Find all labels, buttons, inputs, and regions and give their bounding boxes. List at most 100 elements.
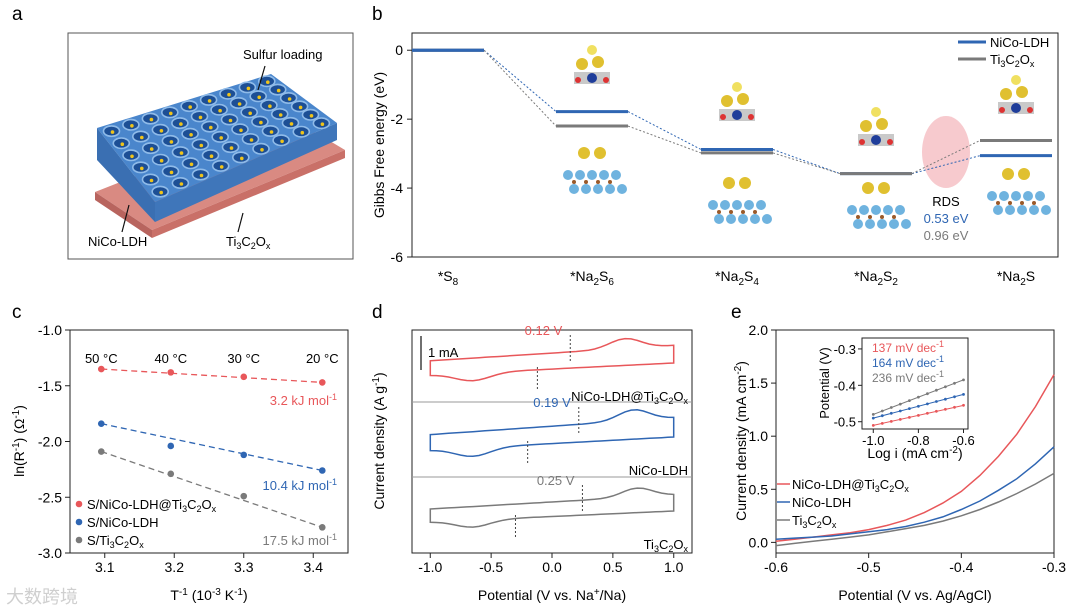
e-inset-xtick-label-0: -1.0 [862, 433, 884, 448]
d-cv-curve-0 [429, 337, 675, 382]
e-inset-xtick-label-2: -0.6 [952, 433, 974, 448]
b-connector-0-2 [772, 149, 841, 175]
b-ytick-label-3: -6 [391, 249, 404, 265]
e-inset-fit-2 [873, 379, 964, 415]
mol-ti-atom-0-1 [999, 191, 1009, 201]
ldh-network-front [155, 123, 337, 222]
mol-ti-atom-1-4 [1041, 205, 1051, 215]
mol-o-atom-b [603, 77, 609, 83]
b-molecule-2 [719, 82, 755, 121]
e-ytick-label-2: 1.0 [749, 428, 769, 444]
sulfur-particle-2 [130, 154, 134, 159]
sulfur-particle-40 [269, 130, 274, 134]
mol-ti-atom-1-0 [993, 205, 1003, 215]
panel-d-cv-chart: -1.0 -0.5 0.0 0.5 1.0 Potential (V vs. Na+/Na… [371, 323, 693, 603]
sulfur-particle-34 [249, 138, 254, 142]
b-category-label-3: *Na2S2 [854, 268, 898, 288]
mol-c-atom-3 [753, 210, 757, 214]
mol-ti-atom-0-3 [1023, 191, 1033, 201]
sulfur-particle-19 [179, 122, 183, 126]
mol-ti-atom-0-1 [720, 200, 730, 210]
sulfur-particle-6 [130, 124, 134, 128]
c-ytick-label-4: -3.0 [38, 545, 62, 561]
e-xtick-label-0: -0.6 [764, 559, 788, 575]
d-gap-label-1: 0.19 V [533, 395, 571, 410]
c-legend-marker-1 [75, 518, 83, 526]
mol-c-atom-2 [880, 215, 884, 219]
b-connector-1-0 [483, 49, 557, 127]
c-legend-label-2: S/Ti3C2Ox [87, 533, 144, 550]
c-point-2-2 [240, 492, 248, 500]
mol-ti-atom-0-3 [883, 205, 893, 215]
c-point-1-3 [318, 467, 326, 474]
sulfur-particle-11 [179, 182, 184, 186]
b-ytick-label-0: 0 [395, 42, 403, 58]
c-temperature-label-3: 20 °C [306, 351, 339, 366]
d-curve-label-0: NiCo-LDH@Ti3C2Ox [571, 389, 688, 406]
panel-e-plot-frame [775, 329, 1055, 554]
sulfur-particle-3 [140, 166, 144, 171]
sulfur-particle-26 [209, 125, 213, 130]
sulfur-particle-17 [199, 173, 204, 178]
mol-ti-atom-0-2 [587, 170, 597, 180]
panel-label-b: b [372, 4, 383, 25]
mxene-substrate-edge [95, 192, 152, 238]
sulfur-loading-label: Sulfur loading [243, 47, 323, 62]
sulfur-particle-31 [218, 108, 222, 113]
sulfur-particle-16 [189, 162, 194, 167]
mol-s-atom-b [878, 182, 890, 194]
d-curve-label-2: Ti3C2Ox [644, 537, 689, 554]
panel-label-e: e [731, 302, 742, 323]
mol-ti-atom-1-3 [889, 219, 899, 229]
ldh-network-side [97, 128, 155, 222]
c-xtick-label-0: 3.1 [95, 559, 115, 575]
c-point-0-2 [240, 373, 248, 381]
mol-ti-atom-1-4 [617, 184, 627, 194]
mol-c-atom-2 [741, 210, 745, 214]
mol-o-atom-a [999, 107, 1005, 113]
sulfur-particle-41 [280, 139, 284, 144]
c-point-1-0 [97, 420, 105, 427]
sulfur-particle-51 [298, 105, 303, 110]
mxene-pointer-line [237, 212, 244, 233]
sulfur-particle-37 [237, 102, 242, 106]
d-y-axis-label: Current density (A g-1) [371, 372, 387, 509]
b-molecule-3 [708, 177, 772, 224]
d-xtick-label-4: 1.0 [664, 559, 684, 575]
mol-ti-atom-0-4 [895, 205, 905, 215]
b-molecule-1 [563, 147, 627, 194]
c-legend-label-1: S/NiCo-LDH [87, 515, 159, 530]
mol-c-atom-2 [596, 180, 600, 184]
mol-s-atom-a [1000, 88, 1012, 100]
mol-s-atom-b [876, 118, 888, 130]
mol-s-atom-a [576, 58, 588, 70]
c-activation-label-1: 10.4 kJ mol-1 [263, 477, 338, 493]
mol-ni-atom [587, 73, 597, 83]
sulfur-particle-15 [179, 151, 184, 155]
b-rds-highlight [922, 116, 970, 188]
mol-ti-atom-0-4 [1035, 191, 1045, 201]
e-inset-fit-1 [873, 393, 964, 419]
mol-c-atom-1 [868, 215, 872, 219]
sulfur-particle-0 [110, 130, 115, 134]
mol-ti-atom-1-3 [605, 184, 615, 194]
sulfur-particle-20 [189, 133, 193, 137]
e-ytick-label-4: 2.0 [749, 322, 769, 338]
mol-ti-atom-1-3 [750, 214, 760, 224]
sulfur-particle-13 [159, 129, 164, 133]
c-point-2-3 [318, 524, 326, 531]
c-point-0-1 [167, 369, 175, 376]
b-category-label-0: *S8 [438, 268, 459, 288]
b-y-axis-label: Gibbs Free energy (eV) [371, 72, 387, 218]
sulfur-particle-1 [120, 142, 125, 146]
mol-ti-atom-1-3 [1029, 205, 1039, 215]
sulfur-particle-35 [260, 148, 264, 152]
e-ytick-label-3: 1.5 [749, 375, 769, 391]
c-fit-line-1 [101, 423, 323, 472]
e-inset-xtick-label-1: -0.8 [907, 433, 929, 448]
sulfur-particle-47 [300, 130, 305, 135]
panel-b-gibbs-chart: 0 -2 -4 -6 Gibbs Free energy (eV) *S8 *Na2S6 *N… [371, 32, 1059, 288]
mol-ti-atom-1-2 [1017, 205, 1027, 215]
e-inset-ytick-label-0: -0.3 [834, 342, 856, 357]
e-lsv-curve-1 [775, 446, 1055, 540]
